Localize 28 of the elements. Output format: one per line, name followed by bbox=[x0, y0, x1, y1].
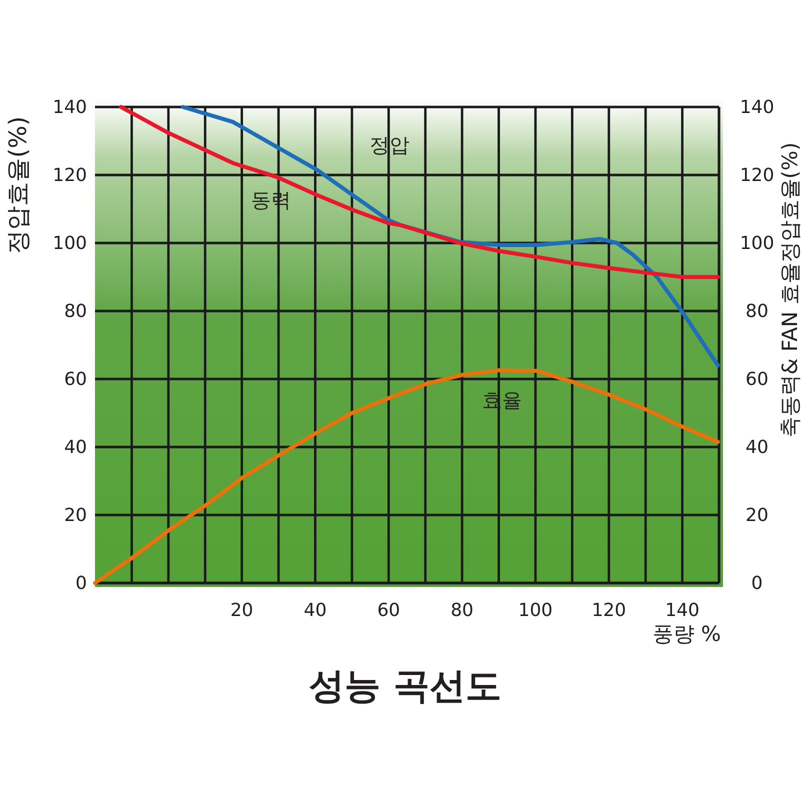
y2-tick-label: 20 bbox=[746, 505, 768, 526]
x-tick-label: 100 bbox=[518, 600, 553, 621]
y-tick-label: 0 bbox=[76, 573, 87, 594]
x-tick-label: 20 bbox=[230, 600, 254, 621]
x-tick-label: 40 bbox=[304, 600, 327, 621]
y2-tick-label: 140 bbox=[740, 97, 774, 118]
y2-tick-label: 100 bbox=[740, 233, 774, 254]
y2-tick-label: 120 bbox=[740, 165, 774, 186]
y-tick-label: 60 bbox=[64, 369, 87, 390]
x-tick-label: 80 bbox=[450, 600, 474, 621]
y-axis-title: 정압효율(%) bbox=[4, 116, 32, 254]
x-tick-label: 140 bbox=[665, 600, 700, 621]
x-axis-title: 풍량 % bbox=[652, 622, 721, 646]
y2-tick-label: 40 bbox=[746, 437, 768, 458]
y2-tick-label: 0 bbox=[751, 573, 763, 594]
x-tick-label: 120 bbox=[592, 600, 626, 621]
y-tick-label: 80 bbox=[64, 301, 87, 322]
y-tick-label: 140 bbox=[52, 97, 87, 118]
y2-tick-label: 80 bbox=[746, 301, 768, 322]
y2-axis-title: 축동력& FAN 효율정압효율(%) bbox=[778, 142, 802, 438]
text: 성능 곡선도 bbox=[308, 666, 502, 707]
x-tick-label: 60 bbox=[377, 600, 400, 621]
line-series bbox=[119, 105, 720, 279]
y-tick-label: 40 bbox=[64, 437, 87, 458]
y-tick-label: 120 bbox=[52, 165, 87, 186]
y-tick-label: 100 bbox=[52, 233, 87, 254]
y2-tick-label: 60 bbox=[746, 369, 768, 390]
y-tick-label: 20 bbox=[64, 505, 87, 526]
